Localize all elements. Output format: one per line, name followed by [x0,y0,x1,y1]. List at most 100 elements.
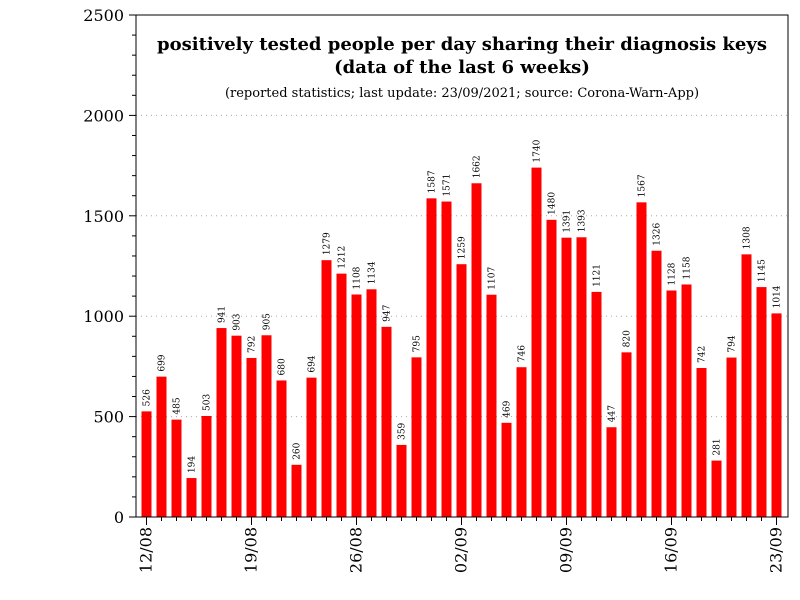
bar-16/08 [201,415,212,517]
y-tick-label: 2500 [83,6,124,25]
y-axis: 0 500 1000 1500 2000 2500 [83,6,136,527]
bar-13/09 [621,352,632,517]
data-label-08/09: 1480 [548,192,558,215]
data-label-17/08: 941 [218,306,228,323]
bar-08/09 [546,219,557,518]
data-label-14/08: 485 [173,397,183,414]
x-tick-label: 09/09 [557,527,576,573]
bar-10/09 [576,237,587,518]
bar-31/08 [426,198,437,518]
bar-26/08 [351,294,362,517]
bar-20/08 [261,335,272,517]
data-label-12/08: 526 [143,389,153,406]
bar-21/09 [741,254,752,517]
data-label-12/09: 447 [608,405,618,422]
bar-13/08 [156,376,167,517]
data-label-22/08: 260 [293,442,303,459]
y-tick-label: 1500 [83,207,124,226]
bar-06/09 [516,367,527,517]
data-label-03/09: 1662 [473,155,483,178]
data-label-21/09: 1308 [743,226,753,249]
data-label-20/09: 794 [728,335,738,352]
bar-11/09 [591,291,602,517]
x-tick-label: 16/09 [662,527,681,573]
bar-23/08 [306,377,317,517]
bar-25/08 [336,273,347,517]
bar-20/09 [726,357,737,517]
bars [141,167,782,518]
bar-02/09 [456,264,467,517]
data-label-31/08: 1587 [428,170,438,193]
data-label-23/09: 1014 [773,285,783,308]
data-label-13/09: 820 [623,330,633,347]
data-labels: 526 699 485 194 503 941 903 792 905 680 260 694 1279… [143,139,783,473]
data-label-23/08: 694 [308,355,318,372]
data-label-18/08: 903 [233,313,243,330]
data-label-19/09: 281 [713,438,723,455]
data-label-18/09: 742 [698,346,708,363]
bar-18/08 [231,335,242,517]
data-label-01/09: 1571 [443,174,453,197]
bar-22/08 [291,464,302,517]
data-label-15/08: 194 [188,456,198,473]
chart-title-line1: positively tested people per day sharing… [157,34,767,55]
data-label-06/09: 746 [518,345,528,362]
data-label-19/08: 792 [248,336,258,353]
bar-24/08 [321,260,332,517]
bar-27/08 [366,289,377,517]
y-tick-label: 500 [93,408,124,427]
x-axis: 12/08 19/08 26/08 02/09 09/09 16/09 23/09 [137,517,786,573]
chart-subtitle: (reported statistics; last update: 23/09… [225,86,699,101]
data-label-15/09: 1326 [653,223,663,246]
x-tick-label: 02/09 [452,527,471,573]
x-tick-label: 12/08 [137,527,156,573]
bar-14/09 [636,202,647,517]
bar-12/08 [141,411,152,517]
bar-15/08 [186,478,197,517]
data-label-20/08: 905 [263,313,273,330]
bar-09/09 [561,237,572,517]
bar-12/09 [606,427,617,517]
y-tick-label: 1000 [83,307,124,326]
bar-03/09 [471,183,482,518]
data-label-30/08: 795 [413,335,423,352]
data-label-28/08: 947 [383,304,393,321]
bar-18/09 [696,368,707,517]
data-label-07/09: 1740 [533,139,543,162]
data-label-21/08: 680 [278,358,288,375]
bar-05/09 [501,422,512,517]
bar-17/09 [681,284,692,517]
x-tick-label: 26/08 [347,527,366,573]
data-label-13/08: 699 [158,354,168,371]
bar-01/09 [441,201,452,517]
bar-21/08 [276,380,287,517]
bar-30/08 [411,357,422,517]
bar-29/08 [396,444,407,517]
bar-15/09 [651,250,662,517]
data-label-25/08: 1212 [338,246,348,269]
y-tick-label: 2000 [83,106,124,125]
bar-19/09 [711,460,722,517]
data-label-14/09: 1567 [638,174,648,197]
data-label-04/09: 1107 [488,267,498,290]
data-label-02/09: 1259 [458,236,468,259]
bar-23/09 [771,313,782,517]
bar-17/08 [216,328,227,517]
data-label-26/08: 1108 [353,266,363,289]
data-label-10/09: 1393 [578,209,588,232]
bar-22/09 [756,287,767,517]
bar-04/09 [486,294,497,517]
data-label-16/09: 1128 [668,262,678,285]
data-label-05/09: 469 [503,400,513,417]
x-tick-label: 23/09 [767,527,786,573]
data-label-22/09: 1145 [758,259,768,282]
data-label-29/08: 359 [398,422,408,439]
bar-28/08 [381,326,392,517]
data-label-09/09: 1391 [563,210,573,233]
x-tick-label: 19/08 [242,527,261,573]
data-label-16/08: 503 [203,394,213,411]
data-label-17/09: 1158 [683,256,693,279]
data-label-11/09: 1121 [593,264,603,287]
y-tick-label: 0 [114,508,124,527]
